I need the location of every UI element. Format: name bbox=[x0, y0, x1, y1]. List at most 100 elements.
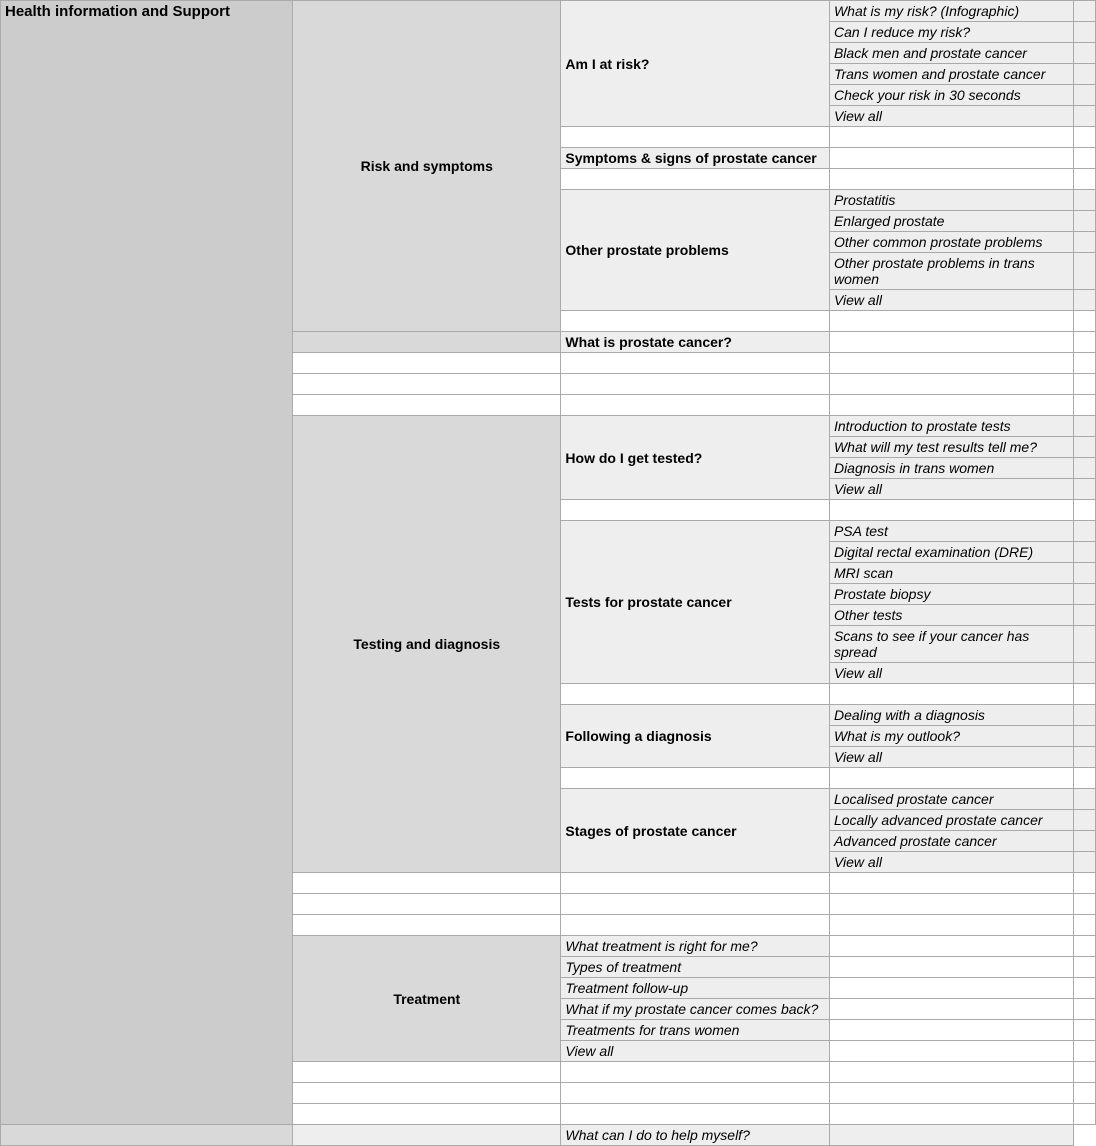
leaf-link[interactable]: What is my risk? (Infographic) bbox=[834, 3, 1019, 19]
leaf-link[interactable]: Introduction to prostate tests bbox=[834, 418, 1011, 434]
spacer-cell bbox=[1074, 789, 1096, 810]
spacer-cell bbox=[1074, 999, 1096, 1020]
subsection-link[interactable]: Stages of prostate cancer bbox=[565, 823, 736, 839]
leaf-item: View all bbox=[829, 479, 1073, 500]
leaf-link[interactable]: What can I do to help myself? bbox=[565, 1127, 749, 1143]
leaf-item: Treatment follow-up bbox=[561, 978, 830, 999]
spacer-cell bbox=[829, 957, 1073, 978]
leaf-link[interactable]: View all bbox=[834, 854, 882, 870]
category-link[interactable]: Testing and diagnosis bbox=[353, 636, 500, 652]
leaf-item: What will my test results tell me? bbox=[829, 437, 1073, 458]
leaf-item: MRI scan bbox=[829, 563, 1073, 584]
spacer-cell bbox=[1074, 605, 1096, 626]
leaf-item: Check your risk in 30 seconds bbox=[829, 85, 1073, 106]
category-partial bbox=[1, 1125, 293, 1146]
spacer-cell bbox=[829, 936, 1073, 957]
subsection-what-is: What is prostate cancer? bbox=[561, 332, 830, 353]
spacer-cell bbox=[1074, 563, 1096, 584]
leaf-link[interactable]: PSA test bbox=[834, 523, 888, 539]
spacer-cell bbox=[293, 353, 561, 374]
leaf-link[interactable]: What will my test results tell me? bbox=[834, 439, 1037, 455]
spacer-cell bbox=[293, 395, 561, 416]
spacer-cell bbox=[1074, 190, 1096, 211]
leaf-item: Advanced prostate cancer bbox=[829, 831, 1073, 852]
leaf-link[interactable]: Advanced prostate cancer bbox=[834, 833, 997, 849]
category-link[interactable]: Risk and symptoms bbox=[361, 158, 493, 174]
leaf-item: Digital rectal examination (DRE) bbox=[829, 542, 1073, 563]
spacer-cell bbox=[829, 169, 1073, 190]
spacer-cell bbox=[1074, 663, 1096, 684]
leaf-link[interactable]: What treatment is right for me? bbox=[565, 938, 757, 954]
leaf-link[interactable]: Can I reduce my risk? bbox=[834, 24, 970, 40]
spacer-cell bbox=[829, 374, 1073, 395]
leaf-item: Treatments for trans women bbox=[561, 1020, 830, 1041]
spacer-cell bbox=[1074, 684, 1096, 705]
subsection-link[interactable]: How do I get tested? bbox=[565, 450, 702, 466]
leaf-item: What can I do to help myself? bbox=[561, 1125, 830, 1146]
leaf-item: Prostate biopsy bbox=[829, 584, 1073, 605]
category-link[interactable]: Treatment bbox=[393, 991, 460, 1007]
leaf-item: Types of treatment bbox=[561, 957, 830, 978]
leaf-item: View all bbox=[829, 852, 1073, 873]
leaf-link[interactable]: Black men and prostate cancer bbox=[834, 45, 1027, 61]
leaf-link[interactable]: What is my outlook? bbox=[834, 728, 960, 744]
leaf-link[interactable]: Digital rectal examination (DRE) bbox=[834, 544, 1033, 560]
subsection-link[interactable]: Following a diagnosis bbox=[565, 728, 711, 744]
leaf-link[interactable]: View all bbox=[565, 1043, 613, 1059]
subsection-link[interactable]: Am I at risk? bbox=[565, 56, 649, 72]
main-link[interactable]: Health information and Support bbox=[5, 3, 230, 20]
leaf-link[interactable]: Diagnosis in trans women bbox=[834, 460, 994, 476]
spacer-cell bbox=[561, 500, 830, 521]
leaf-link[interactable]: View all bbox=[834, 481, 882, 497]
leaf-link[interactable]: View all bbox=[834, 292, 882, 308]
spacer-cell bbox=[1074, 437, 1096, 458]
spacer-cell bbox=[1074, 479, 1096, 500]
leaf-link[interactable]: View all bbox=[834, 665, 882, 681]
leaf-link[interactable]: Check your risk in 30 seconds bbox=[834, 87, 1021, 103]
spacer-cell bbox=[1074, 1041, 1096, 1062]
leaf-link[interactable]: View all bbox=[834, 108, 882, 124]
leaf-link[interactable]: Trans women and prostate cancer bbox=[834, 66, 1045, 82]
spacer-cell bbox=[829, 353, 1073, 374]
leaf-link[interactable]: What if my prostate cancer comes back? bbox=[565, 1001, 818, 1017]
spacer-cell bbox=[829, 332, 1073, 353]
leaf-link[interactable]: Prostate biopsy bbox=[834, 586, 931, 602]
spacer-cell bbox=[829, 768, 1073, 789]
spacer-cell bbox=[1074, 458, 1096, 479]
spacer-cell bbox=[1074, 1104, 1096, 1125]
leaf-link[interactable]: Dealing with a diagnosis bbox=[834, 707, 985, 723]
leaf-item: What if my prostate cancer comes back? bbox=[561, 999, 830, 1020]
leaf-item: PSA test bbox=[829, 521, 1073, 542]
spacer-cell bbox=[293, 1083, 561, 1104]
leaf-link[interactable]: Treatment follow-up bbox=[565, 980, 688, 996]
leaf-link[interactable]: Locally advanced prostate cancer bbox=[834, 812, 1043, 828]
leaf-link[interactable]: Treatments for trans women bbox=[565, 1022, 739, 1038]
leaf-link[interactable]: Other tests bbox=[834, 607, 902, 623]
leaf-item: Localised prostate cancer bbox=[829, 789, 1073, 810]
subsection-link[interactable]: Tests for prostate cancer bbox=[565, 594, 731, 610]
subsection-link[interactable]: What is prostate cancer? bbox=[565, 334, 732, 350]
leaf-link[interactable]: Scans to see if your cancer has spread bbox=[834, 628, 1029, 660]
subsection-other-problems: Other prostate problems bbox=[561, 190, 830, 311]
spacer-cell bbox=[1074, 831, 1096, 852]
leaf-link[interactable]: Other common prostate problems bbox=[834, 234, 1043, 250]
leaf-link[interactable]: View all bbox=[834, 749, 882, 765]
spacer-cell bbox=[829, 999, 1073, 1020]
subsection-link[interactable]: Symptoms & signs of prostate cancer bbox=[565, 150, 816, 166]
leaf-link[interactable]: Prostatitis bbox=[834, 192, 895, 208]
spacer-cell bbox=[1074, 705, 1096, 726]
leaf-link[interactable]: Localised prostate cancer bbox=[834, 791, 994, 807]
spacer-cell bbox=[1074, 22, 1096, 43]
spacer-cell bbox=[1074, 768, 1096, 789]
leaf-link[interactable]: Types of treatment bbox=[565, 959, 681, 975]
spacer-cell bbox=[1074, 1020, 1096, 1041]
leaf-link[interactable]: Enlarged prostate bbox=[834, 213, 945, 229]
spacer-cell bbox=[1074, 232, 1096, 253]
spacer-cell bbox=[829, 500, 1073, 521]
spacer-cell bbox=[293, 1125, 561, 1146]
subsection-link[interactable]: Other prostate problems bbox=[565, 242, 728, 258]
spacer-cell bbox=[561, 894, 830, 915]
leaf-link[interactable]: MRI scan bbox=[834, 565, 893, 581]
spacer-cell bbox=[829, 1062, 1073, 1083]
leaf-link[interactable]: Other prostate problems in trans women bbox=[834, 255, 1035, 287]
